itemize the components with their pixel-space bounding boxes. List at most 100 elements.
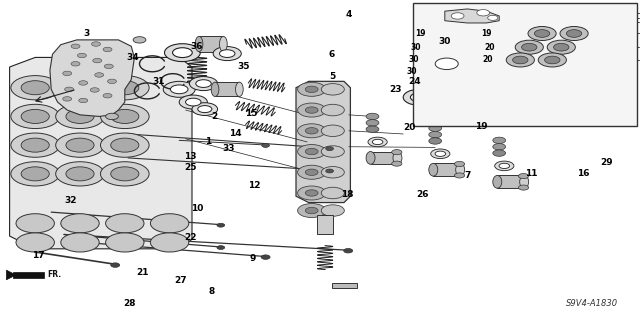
Circle shape	[454, 161, 465, 167]
Circle shape	[321, 84, 344, 95]
Text: 1: 1	[205, 137, 211, 146]
Ellipse shape	[195, 36, 203, 52]
Ellipse shape	[463, 94, 474, 110]
Circle shape	[435, 58, 458, 70]
Circle shape	[305, 148, 318, 155]
Circle shape	[410, 93, 428, 102]
Circle shape	[321, 104, 344, 116]
Circle shape	[326, 147, 333, 151]
Ellipse shape	[520, 175, 529, 188]
Circle shape	[66, 138, 94, 152]
Circle shape	[100, 76, 149, 100]
Circle shape	[566, 30, 582, 37]
Circle shape	[100, 104, 149, 129]
Circle shape	[298, 124, 326, 138]
Circle shape	[506, 53, 534, 67]
Circle shape	[305, 86, 318, 93]
Ellipse shape	[220, 36, 227, 52]
Circle shape	[403, 89, 435, 105]
Circle shape	[305, 107, 318, 113]
Circle shape	[298, 145, 326, 159]
Circle shape	[429, 138, 442, 144]
Ellipse shape	[366, 152, 375, 164]
Text: 10: 10	[191, 204, 204, 213]
Text: 15: 15	[245, 109, 258, 118]
Circle shape	[431, 149, 450, 159]
Circle shape	[56, 76, 104, 100]
Text: 29: 29	[600, 158, 613, 167]
Circle shape	[534, 30, 550, 37]
Text: 32: 32	[64, 197, 77, 205]
Text: 24: 24	[408, 77, 421, 86]
Circle shape	[217, 223, 225, 227]
Circle shape	[213, 47, 241, 61]
Circle shape	[493, 150, 506, 156]
Circle shape	[545, 56, 560, 64]
Bar	[215, 82, 239, 96]
Text: 33: 33	[223, 144, 236, 153]
Text: 5: 5	[330, 72, 336, 81]
Circle shape	[372, 139, 383, 145]
Circle shape	[262, 144, 269, 147]
Circle shape	[106, 233, 144, 252]
Circle shape	[133, 37, 146, 43]
Circle shape	[66, 109, 94, 123]
Text: 8: 8	[208, 287, 214, 296]
Polygon shape	[50, 40, 134, 116]
Circle shape	[111, 263, 120, 267]
Circle shape	[71, 62, 80, 66]
Text: 30: 30	[438, 37, 451, 46]
Text: 11: 11	[525, 169, 538, 178]
Text: 2: 2	[211, 112, 218, 121]
Text: 20: 20	[403, 123, 416, 132]
Text: 18: 18	[340, 190, 353, 199]
Text: 9: 9	[250, 254, 256, 263]
Circle shape	[451, 13, 464, 19]
Circle shape	[111, 167, 139, 181]
Text: 35: 35	[237, 63, 250, 71]
Circle shape	[192, 103, 218, 115]
Circle shape	[196, 80, 211, 87]
Text: 23: 23	[389, 85, 402, 94]
Text: 13: 13	[184, 152, 196, 161]
Text: 21: 21	[136, 268, 148, 277]
Circle shape	[100, 162, 149, 186]
Ellipse shape	[493, 175, 502, 188]
Circle shape	[493, 144, 506, 150]
Circle shape	[108, 79, 116, 84]
Circle shape	[326, 169, 333, 173]
Circle shape	[189, 77, 218, 91]
Text: 30: 30	[411, 43, 421, 52]
Text: 36: 36	[191, 42, 204, 51]
Circle shape	[298, 82, 326, 96]
Circle shape	[100, 133, 149, 157]
Circle shape	[63, 97, 72, 101]
Text: 20: 20	[483, 56, 493, 64]
Circle shape	[321, 146, 344, 157]
Bar	[497, 175, 524, 188]
Circle shape	[63, 71, 72, 76]
Text: FR.: FR.	[47, 271, 61, 279]
Circle shape	[298, 165, 326, 179]
Circle shape	[518, 185, 529, 190]
Circle shape	[61, 233, 99, 252]
Circle shape	[305, 207, 318, 214]
Circle shape	[11, 133, 60, 157]
Circle shape	[66, 167, 94, 181]
Polygon shape	[6, 270, 16, 280]
Circle shape	[11, 162, 60, 186]
Circle shape	[298, 103, 326, 117]
Circle shape	[106, 214, 144, 233]
Bar	[199, 36, 223, 52]
Text: 4: 4	[346, 10, 352, 19]
Circle shape	[164, 44, 200, 62]
Circle shape	[21, 81, 49, 95]
Circle shape	[547, 40, 575, 54]
Ellipse shape	[456, 163, 465, 176]
Text: 22: 22	[184, 233, 197, 242]
Bar	[332, 283, 357, 288]
Circle shape	[261, 255, 270, 259]
Circle shape	[220, 50, 235, 57]
Circle shape	[79, 98, 88, 103]
Polygon shape	[445, 9, 499, 23]
